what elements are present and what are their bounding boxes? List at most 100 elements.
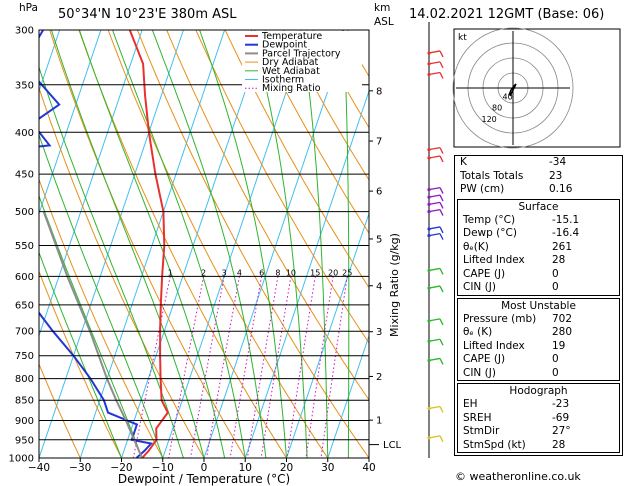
km-tick-label: 1 (376, 416, 382, 427)
wind-barb (428, 201, 441, 206)
mixing-ratio-line (286, 276, 316, 458)
mixing-ratio-label: 4 (237, 268, 242, 277)
wind-dot (427, 234, 431, 238)
x-tick-label: −20 (110, 462, 132, 474)
hodograph-ring-label: 120 (482, 115, 497, 124)
wind-barb-flag (439, 202, 444, 209)
wind-barb (428, 233, 441, 237)
axes (38, 29, 379, 462)
pressure-tick-label: 350 (15, 80, 34, 91)
wind-dot (427, 195, 431, 199)
parcel-trajectory-line (42, 211, 144, 458)
wind-barb (428, 357, 441, 362)
mixing-ratio-label: 1 (168, 268, 173, 277)
hodograph-unit-label: kt (458, 33, 467, 43)
isotherm-line (327, 334, 369, 458)
wind-barb-flag (439, 50, 444, 58)
most-unstable-title: Most Unstable (501, 299, 576, 312)
wind-barb (428, 146, 441, 151)
isotherm-line (162, 30, 308, 458)
wind-dot (427, 51, 431, 55)
dewpoint-line (39, 30, 154, 458)
index-row: PW (cm) 0.16 (460, 183, 573, 195)
wind-barb-flag (439, 338, 444, 346)
pressure-tick-label: 450 (15, 170, 34, 181)
dry-adiabat-line (39, 362, 81, 458)
x-tick-label: −40 (28, 462, 50, 474)
wind-barb (428, 405, 441, 410)
wind-barb (428, 267, 441, 272)
x-tick-label: −30 (69, 462, 91, 474)
x-axis-label: Dewpoint / Temperature (°C) (118, 472, 290, 486)
wind-barb (428, 71, 441, 76)
wind-barb (428, 435, 441, 439)
isotherm-line (39, 30, 102, 216)
wind-barb (428, 155, 441, 159)
hodograph-trace (508, 83, 517, 97)
isotherm-line (39, 30, 184, 458)
wind-dot (427, 209, 431, 214)
wind-barb-flag (439, 226, 444, 234)
indices-panel: K -34 Totals Totals 23 PW (cm) 0.16 Surface… (454, 155, 623, 456)
wind-dot (427, 156, 431, 160)
dry-adiabat-line (195, 30, 369, 344)
wind-barb-flag (439, 285, 444, 293)
wind-dot (427, 227, 431, 231)
wind-dot (427, 286, 431, 290)
x-tick-label: 40 (362, 462, 375, 474)
most-unstable-section: Most Unstable Pressure (mb) 702 θₑ (K) 280… (457, 297, 620, 381)
mixing-ratio-label: 8 (275, 268, 280, 277)
mixing-ratio-label: 15 (310, 268, 320, 277)
legend-entry: Dewpoint (262, 40, 307, 51)
isotherm-line (121, 30, 267, 458)
dry-adiabat-line (283, 30, 369, 181)
wind-dot (427, 436, 431, 440)
wet-adiabat-line (50, 30, 205, 458)
isotherm-line (244, 89, 369, 458)
mixing-ratio-label: 20 (328, 268, 338, 277)
legend-box (242, 31, 362, 92)
wind-barb-flag (439, 155, 444, 163)
x-tick-label: 10 (239, 462, 252, 474)
legend-entry: Isotherm (262, 75, 304, 86)
hodograph-ring-label: 40 (503, 92, 513, 101)
wind-barb (428, 285, 441, 289)
wind-dot (427, 202, 431, 207)
wind-dot (427, 319, 431, 323)
isotherm-line (39, 30, 143, 338)
pressure-tick-label: 400 (15, 128, 34, 139)
mixing-ratio-label: 2 (201, 268, 206, 277)
wind-barb-flag (439, 233, 444, 240)
wind-barb-flag (439, 358, 444, 365)
pressure-tick-label: 650 (15, 300, 34, 311)
mixing-ratio-label: 3 (222, 268, 227, 277)
wind-barb-flag (439, 268, 444, 275)
wind-barb-flag (439, 209, 444, 216)
wind-barb (428, 61, 441, 65)
wind-barb-flag (439, 435, 444, 443)
mixing-ratio-line (132, 276, 171, 458)
pressure-tick-label: 700 (15, 327, 34, 338)
mixing-ratio-axis-label: Mixing Ratio (g/kg) (388, 233, 401, 337)
location-title: 50°34'N 10°23'E 380m ASL (58, 7, 237, 22)
km-tick-label: 6 (376, 187, 382, 198)
wind-barb-flag (439, 318, 444, 326)
temperature-line (128, 30, 169, 458)
wind-barb-flag (439, 406, 444, 413)
km-tick-label: 4 (376, 281, 382, 292)
asl-unit-label: ASL (374, 16, 394, 28)
wind-barb (428, 338, 441, 342)
x-tick-label: 30 (321, 462, 334, 474)
copyright-footer: © weatheronline.co.uk (455, 470, 581, 483)
pressure-tick-label: 850 (15, 396, 34, 407)
legend-entry: Wet Adiabat (262, 66, 320, 77)
mixing-ratio-label: 6 (259, 268, 264, 277)
dry-adiabat-line (253, 30, 369, 235)
mixing-ratio-line (305, 276, 334, 458)
wind-barb (428, 226, 441, 230)
km-tick-label: 5 (376, 234, 382, 245)
wind-barb (428, 50, 441, 54)
wind-barb-flag (439, 194, 444, 202)
